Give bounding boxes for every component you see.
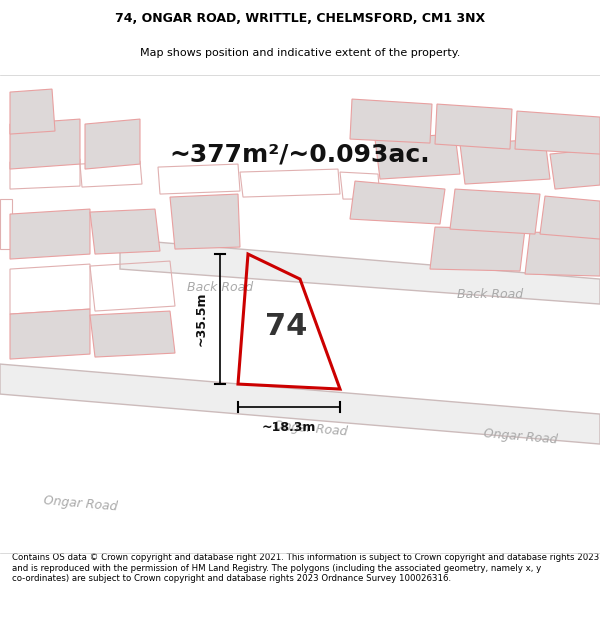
Polygon shape — [10, 209, 90, 259]
Polygon shape — [90, 311, 175, 357]
Polygon shape — [350, 99, 432, 143]
Text: ~377m²/~0.093ac.: ~377m²/~0.093ac. — [170, 142, 430, 166]
Text: Ongar Road: Ongar Road — [482, 428, 557, 447]
Polygon shape — [550, 149, 600, 189]
Text: Ongar Road: Ongar Road — [272, 419, 347, 439]
Text: 74: 74 — [265, 312, 308, 341]
Polygon shape — [525, 232, 600, 276]
Polygon shape — [430, 227, 525, 271]
Polygon shape — [90, 209, 160, 254]
Text: Contains OS data © Crown copyright and database right 2021. This information is : Contains OS data © Crown copyright and d… — [12, 553, 599, 583]
Polygon shape — [85, 119, 140, 169]
Text: Back Road: Back Road — [187, 281, 253, 294]
Text: Ongar Road: Ongar Road — [43, 494, 118, 514]
Polygon shape — [120, 239, 600, 304]
Text: Back Road: Back Road — [457, 288, 523, 301]
Text: 74, ONGAR ROAD, WRITTLE, CHELMSFORD, CM1 3NX: 74, ONGAR ROAD, WRITTLE, CHELMSFORD, CM1… — [115, 12, 485, 25]
Polygon shape — [375, 134, 460, 179]
Polygon shape — [450, 189, 540, 234]
Text: ~18.3m: ~18.3m — [262, 421, 316, 434]
Text: ~35.5m: ~35.5m — [195, 292, 208, 346]
Polygon shape — [0, 364, 600, 444]
Text: Map shows position and indicative extent of the property.: Map shows position and indicative extent… — [140, 48, 460, 58]
Polygon shape — [435, 104, 512, 149]
Polygon shape — [540, 196, 600, 239]
Polygon shape — [170, 194, 240, 249]
Polygon shape — [10, 309, 90, 359]
Polygon shape — [460, 139, 550, 184]
Polygon shape — [10, 89, 55, 134]
Polygon shape — [10, 119, 80, 169]
Polygon shape — [350, 181, 445, 224]
Polygon shape — [515, 111, 600, 154]
